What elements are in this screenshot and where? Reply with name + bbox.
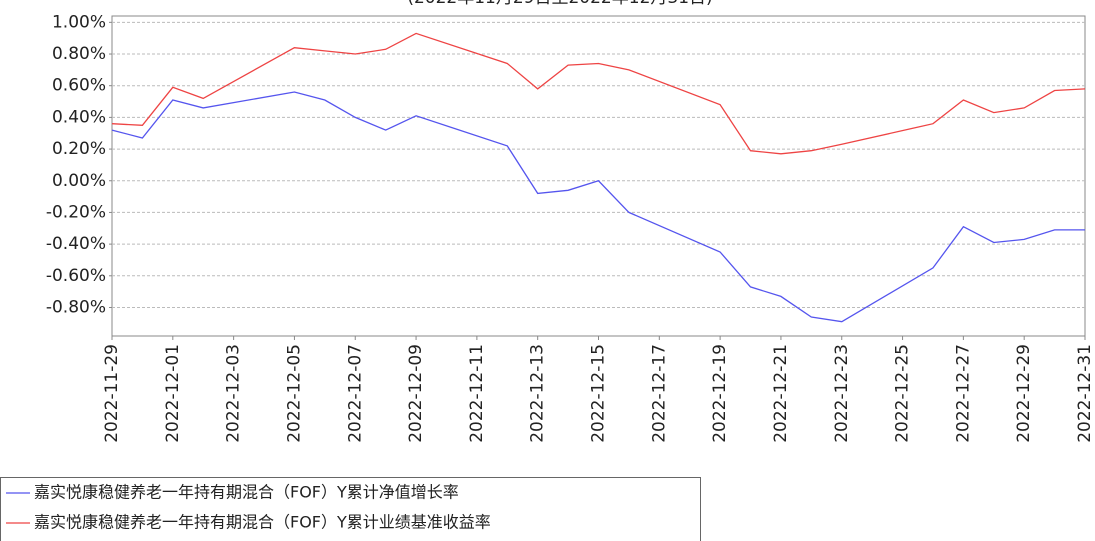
series-line — [111, 91, 1085, 323]
x-tick-label: 2022-12-05 — [284, 344, 304, 443]
x-tick-label: 2022-12-15 — [589, 344, 609, 443]
y-tick-label: 0.80% — [52, 44, 106, 64]
x-tick-label: 2022-12-27 — [953, 344, 973, 443]
x-tick-label: 2022-12-31 — [1075, 344, 1095, 443]
y-tick-label: -0.40% — [46, 234, 106, 254]
x-tick-label: 2022-11-29 — [102, 344, 122, 443]
y-tick-label: -0.60% — [46, 266, 106, 286]
x-tick-label: 2022-12-21 — [771, 344, 791, 443]
y-tick-label: 0.60% — [52, 76, 106, 96]
x-tick-label: 2022-12-17 — [649, 344, 669, 443]
x-tick-label: 2022-12-19 — [710, 344, 730, 443]
series-line — [111, 32, 1086, 155]
legend-label: 嘉实悦康稳健养老一年持有期混合（FOF）Y累计净值增长率 — [34, 483, 459, 502]
x-tick-label: 2022-12-13 — [528, 344, 548, 443]
x-tick-label: 2022-12-09 — [406, 344, 426, 443]
x-tick-label: 2022-12-11 — [467, 344, 487, 443]
x-tick-label: 2022-12-03 — [224, 344, 244, 443]
legend-box — [0, 477, 701, 541]
legend-label: 嘉实悦康稳健养老一年持有期混合（FOF）Y累计业绩基准收益率 — [34, 513, 491, 532]
chart-subtitle: (2022年11月29日至2022年12月31日) — [407, 0, 712, 8]
y-tick-label: 0.20% — [52, 139, 106, 159]
y-tick-label: 0.00% — [52, 171, 106, 191]
y-tick-label: -0.20% — [46, 202, 106, 222]
x-tick-label: 2022-12-07 — [345, 344, 365, 443]
y-tick-label: 1.00% — [52, 12, 106, 32]
x-tick-label: 2022-12-23 — [832, 344, 852, 443]
y-tick-label: -0.80% — [46, 297, 106, 317]
x-tick-label: 2022-12-01 — [163, 344, 183, 443]
y-tick-label: 0.40% — [52, 107, 106, 127]
x-tick-label: 2022-12-29 — [1014, 344, 1034, 443]
x-tick-label: 2022-12-25 — [893, 344, 913, 443]
